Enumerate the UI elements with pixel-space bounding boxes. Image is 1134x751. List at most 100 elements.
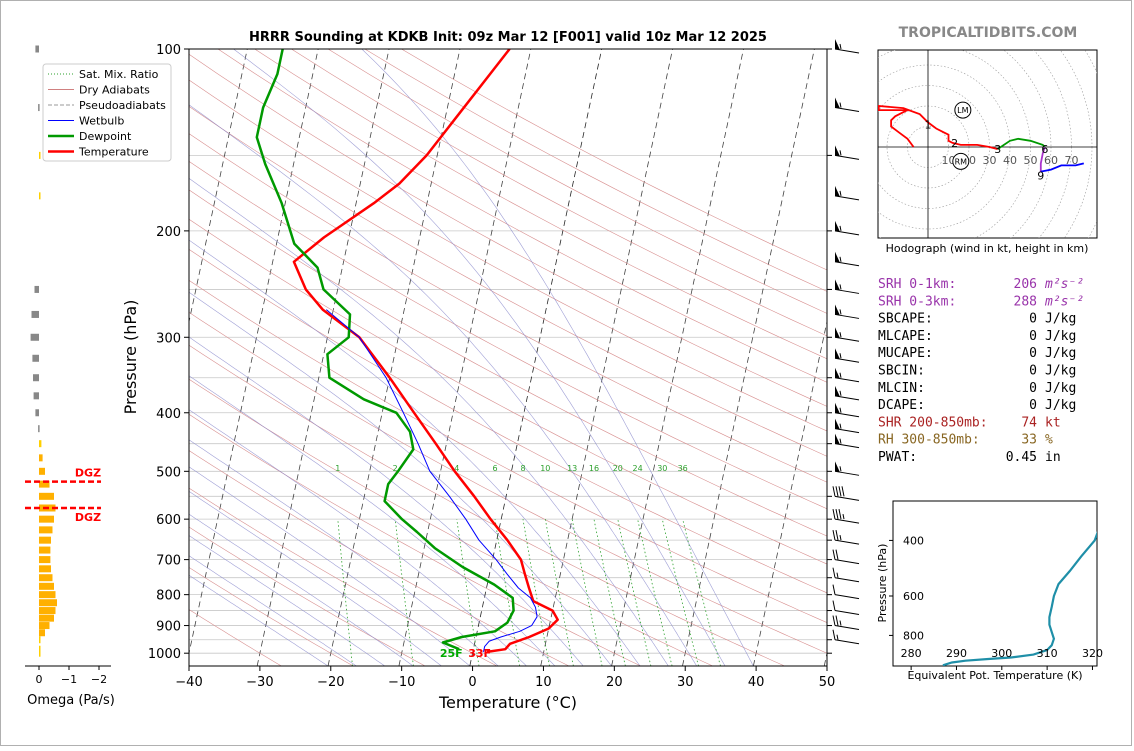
stat-value: 0 [1029, 381, 1037, 396]
omega-bar [31, 310, 39, 318]
mixing-ratio-line [337, 519, 353, 666]
x-tick-label: 50 [819, 675, 836, 690]
legend-label: Temperature [78, 146, 149, 159]
pseudoadiabat [189, 466, 470, 666]
barb-pennant [835, 461, 840, 473]
isotherm [611, 49, 744, 666]
hodograph-ring-label: 70 [1065, 154, 1079, 167]
stat-unit: J/kg [1045, 312, 1076, 327]
omega-bar [39, 151, 41, 159]
theta-e-plot: 280 290 300 310 320 400 600 800 Equivalent Pot. … [876, 500, 1103, 682]
isotherm [469, 49, 603, 666]
pseudoadiabat [189, 513, 414, 666]
profile-dewpoint [255, 49, 515, 651]
omega-plot: 0 −1 −2 Omega (Pa/s) DGZ DGZ [25, 45, 115, 708]
stat-label: SBCAPE: [878, 312, 933, 327]
omega-bar [33, 392, 39, 400]
omega-bar [39, 526, 53, 534]
pseudoadiabat [189, 375, 556, 666]
wind-barb [834, 220, 860, 236]
y-tick-label: 800 [156, 589, 181, 604]
pseudoadiabat [189, 535, 385, 666]
dry-adiabat [189, 79, 827, 432]
omega-bar [39, 607, 56, 615]
pseudoadiabat [189, 291, 612, 666]
wind-barb [834, 418, 860, 434]
mixing-ratio-label: 10 [540, 464, 550, 473]
omega-bar [39, 492, 54, 500]
barb-half [839, 466, 842, 472]
theta-e-x-tick-label: 320 [1082, 647, 1103, 660]
mixing-ratio-label: 1 [335, 464, 340, 473]
isotherm [256, 49, 390, 666]
stat-unit: J/kg [1045, 364, 1076, 379]
surface-temp-label: 25F [440, 647, 463, 660]
barb-half [839, 535, 842, 541]
x-tick-label: 20 [606, 675, 623, 690]
stat-value: 0 [1029, 312, 1037, 327]
dry-adiabat [189, 378, 713, 666]
isotherm [189, 49, 248, 324]
pseudoadiabat [361, 49, 754, 666]
barb-half [839, 309, 842, 315]
barb-pennant [835, 279, 840, 291]
omega-bar [30, 333, 39, 341]
dry-adiabat [189, 487, 498, 666]
barb-flag [832, 509, 836, 520]
barb-half [839, 423, 842, 429]
wind-barb [834, 327, 860, 342]
dry-adiabat [189, 344, 785, 666]
omega-bar [39, 645, 41, 653]
theta-e-x-tick-label: 300 [991, 647, 1012, 660]
pseudoadiabat [189, 239, 641, 666]
wind-barb [834, 39, 860, 54]
pseudoadiabat [233, 49, 726, 666]
legend-label: Wetbulb [79, 115, 124, 128]
omega-bar [32, 354, 39, 362]
stat-row: SRH 0-1km: 206 m²s⁻² [878, 277, 1084, 292]
dry-adiabat [189, 133, 827, 483]
barb-half [839, 407, 842, 413]
barb-half [839, 372, 842, 378]
theta-e-y-tick-label: 800 [903, 629, 924, 642]
stat-value: 206 [1014, 277, 1037, 292]
barb-staff [834, 559, 860, 565]
barb-staff [834, 539, 860, 545]
wind-barb [832, 600, 860, 616]
barb-pennant [835, 97, 840, 109]
stat-value: 0 [1029, 346, 1037, 361]
omega-bar [39, 556, 51, 564]
wind-barb [834, 433, 860, 449]
mixing-ratio-label: 2 [393, 464, 398, 473]
barb-flag [835, 509, 839, 520]
x-tick-label: 10 [535, 675, 552, 690]
theta-e-lines [942, 531, 1097, 666]
theta-e-y-tick-label: 600 [903, 590, 924, 603]
omega-tick-label: −2 [91, 673, 107, 686]
barb-half [839, 190, 842, 196]
theta-e-frame [892, 500, 1098, 667]
barb-flag [841, 486, 845, 497]
barb-pennant [835, 348, 840, 360]
barb-staff [834, 639, 860, 645]
wind-barb [834, 251, 860, 267]
isotherm [1, 49, 35, 666]
wind-barb [832, 584, 860, 600]
barb-flag [832, 530, 836, 541]
omega-bar [39, 591, 56, 599]
barb-flag [832, 486, 836, 497]
stat-row: SRH 0-3km: 288 m²s⁻² [878, 294, 1084, 309]
stat-row: SHR 200-850mb: 74 kt [878, 415, 1061, 430]
pseudoadiabat [189, 104, 697, 666]
mixing-ratio-line [682, 519, 721, 666]
profile-wetbulb [325, 309, 538, 653]
stat-unit: J/kg [1045, 398, 1076, 413]
barb-staff [834, 610, 860, 616]
omega-bar [39, 480, 50, 488]
barb-pennant [835, 220, 840, 232]
x-tick-label: −10 [388, 675, 415, 690]
stat-label: MLCAPE: [878, 329, 933, 344]
pseudoadiabat [189, 491, 442, 666]
mixing-ratio-label: 13 [567, 464, 577, 473]
